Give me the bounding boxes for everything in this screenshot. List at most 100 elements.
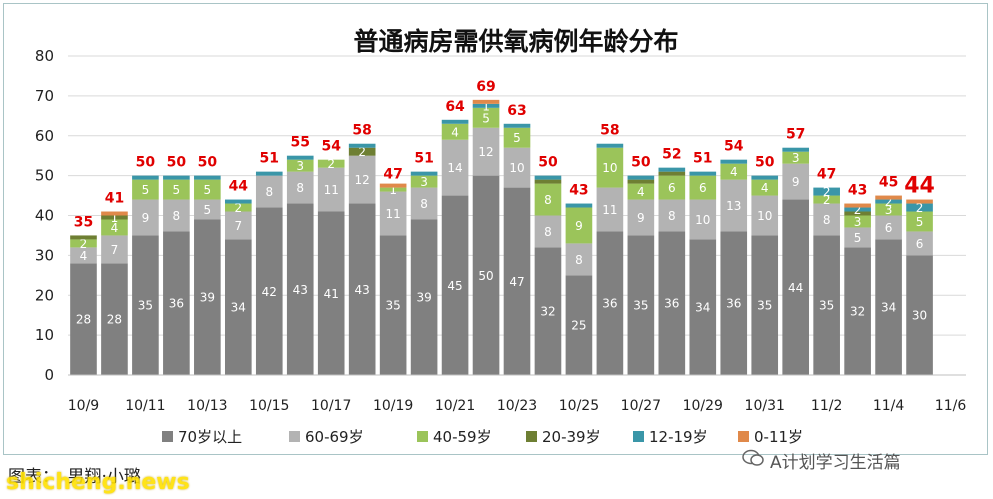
y-tick-label: 20 — [35, 286, 54, 304]
total-label: 41 — [105, 191, 124, 207]
total-label: 58 — [600, 123, 619, 139]
segment-label: 39 — [200, 291, 215, 305]
bar-segment — [720, 231, 748, 375]
bar-segment — [101, 211, 128, 216]
x-tick-label: 10/15 — [249, 398, 289, 414]
bar-segment — [689, 199, 717, 240]
bar-segment — [317, 167, 345, 212]
bar-segment — [410, 219, 438, 375]
bar-stack: 35 9 5 50 — [132, 155, 159, 375]
segment-label: 43 — [355, 283, 370, 297]
segment-label: 3 — [854, 215, 862, 229]
bar-stack: 36 11 10 58 — [596, 123, 624, 375]
y-tick-label: 0 — [44, 366, 54, 384]
legend-swatch — [417, 431, 428, 442]
bar-segment — [658, 167, 686, 172]
bar-segment — [163, 175, 190, 180]
bar-segment — [224, 239, 252, 375]
bar-segment — [503, 147, 531, 188]
total-label: 51 — [260, 151, 279, 167]
segment-label: 11 — [602, 203, 617, 217]
total-label: 47 — [383, 167, 402, 183]
bar-segment — [751, 195, 779, 236]
segment-label: 2 — [823, 193, 831, 207]
bar-stack: 25 8 9 43 — [565, 183, 593, 375]
legend-label: 60-69岁 — [305, 428, 364, 446]
bar-stack: 34 10 6 51 — [689, 151, 717, 375]
legend-label: 0-11岁 — [754, 428, 803, 446]
segment-label: 4 — [730, 165, 738, 179]
bar-segment — [348, 147, 376, 156]
bar-segment — [286, 171, 314, 204]
x-tick-label: 11/4 — [873, 398, 905, 414]
segment-label: 3 — [420, 175, 428, 189]
segment-label: 41 — [324, 287, 339, 301]
bar-segment — [286, 203, 314, 375]
y-tick-label: 40 — [35, 207, 54, 225]
bar-segment — [472, 107, 500, 128]
x-tick-label: 10/29 — [683, 398, 723, 414]
chat-bubble-icon — [742, 449, 764, 466]
total-label: 35 — [74, 214, 93, 230]
bar-stack: 45 14 4 64 — [441, 99, 469, 375]
x-tick-label: 10/19 — [373, 398, 413, 414]
legend-swatch — [526, 431, 537, 442]
bar-segment — [194, 175, 221, 180]
bar-segment — [906, 211, 933, 232]
segment-label: 43 — [293, 283, 308, 297]
segment-label: 34 — [881, 301, 896, 315]
chart-frame: 普通病房需供氧病例年龄分布 0 10 20 30 40 50 60 70 80 28 4 2 35 28… — [3, 3, 988, 455]
total-label: 50 — [631, 155, 651, 171]
total-label: 58 — [352, 123, 371, 139]
segment-label: 2 — [823, 185, 831, 199]
bar-segment — [348, 143, 376, 148]
bar-segment — [875, 199, 902, 204]
x-tick-label: 11/6 — [935, 398, 967, 414]
segment-label: 25 — [571, 319, 586, 333]
bar-segment — [565, 243, 593, 276]
bar-segment — [70, 247, 97, 264]
bar-segment — [286, 159, 314, 172]
bar-segment — [596, 187, 624, 232]
segment-label: 12 — [355, 173, 370, 187]
bar-stack: 41 11 2 54 — [317, 139, 345, 375]
bar-segment — [379, 187, 407, 192]
bar-segment — [163, 179, 190, 200]
segment-label: 35 — [385, 299, 400, 313]
bar-segment — [906, 231, 933, 256]
x-tick-label: 10/17 — [311, 398, 351, 414]
segment-label: 36 — [169, 297, 184, 311]
segment-label: 8 — [420, 197, 428, 211]
segment-label: 42 — [262, 285, 277, 299]
segment-label: 5 — [513, 131, 521, 145]
bar-segment — [906, 199, 933, 204]
bar-segment — [813, 195, 840, 204]
account-watermark: A计划学习生活篇 — [770, 453, 901, 473]
bar-segment — [844, 227, 871, 248]
bar-stack: 44 9 3 57 — [782, 127, 810, 375]
bar-segment — [875, 195, 902, 200]
y-tick-label: 30 — [35, 246, 54, 264]
bar-segment — [813, 203, 840, 236]
x-tick-label: 10/13 — [187, 398, 227, 414]
total-label: 50 — [136, 155, 156, 171]
segment-label: 35 — [819, 299, 834, 313]
bar-stack: 35 9 4 50 — [627, 155, 655, 375]
bar-segment — [410, 175, 438, 188]
total-label: 57 — [786, 127, 805, 143]
segment-label: 36 — [726, 297, 741, 311]
total-label: 52 — [662, 147, 681, 163]
bar-segment — [224, 199, 252, 204]
bar-segment — [627, 199, 655, 236]
segment-label: 35 — [138, 299, 153, 313]
segment-label: 11 — [324, 183, 339, 197]
segment-label: 5 — [142, 183, 150, 197]
segment-label: 3 — [792, 151, 800, 165]
bar-segment — [720, 159, 748, 164]
x-tick-label: 10/25 — [559, 398, 599, 414]
bar-segment — [658, 171, 686, 176]
legend-label: 20-39岁 — [542, 428, 601, 446]
segment-label: 6 — [668, 181, 676, 195]
bar-segment — [101, 235, 128, 264]
